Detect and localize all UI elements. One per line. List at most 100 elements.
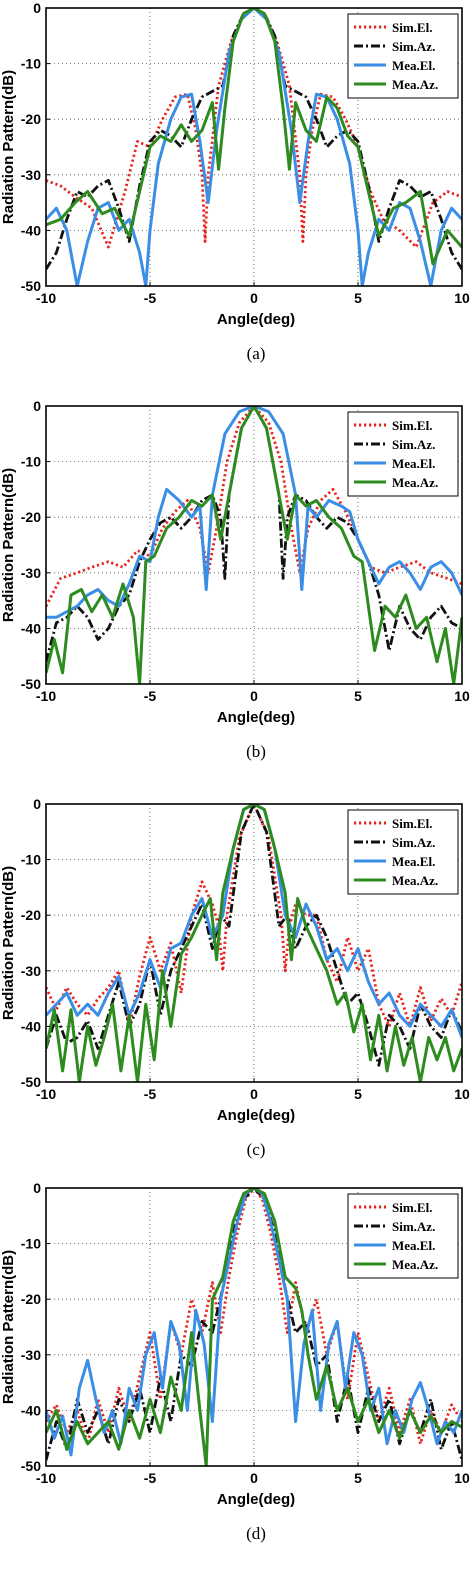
legend-label: Mea.El.: [392, 1238, 435, 1253]
x-tick-label: -5: [144, 1086, 157, 1102]
y-tick-label: -50: [21, 676, 41, 692]
y-tick-label: -40: [21, 1018, 41, 1034]
legend-label: Sim.El.: [392, 418, 432, 433]
legend-label: Mea.Az.: [392, 475, 438, 490]
x-tick-label: 0: [250, 290, 258, 306]
y-tick-label: -50: [21, 1074, 41, 1090]
series-line-mea-el: [46, 8, 462, 286]
legend-label: Mea.El.: [392, 456, 435, 471]
legend-label: Sim.Az.: [392, 835, 435, 850]
x-tick-label: 5: [354, 1086, 362, 1102]
y-tick-label: -30: [21, 963, 41, 979]
x-tick-label: 10: [454, 1470, 470, 1486]
x-axis-label: Angle(deg): [217, 311, 295, 328]
y-axis-label: Radiation Pattern(dB): [0, 866, 17, 1020]
series-line-mea-az: [46, 1188, 462, 1466]
legend-label: Sim.El.: [392, 816, 432, 831]
y-tick-label: -20: [21, 1291, 41, 1307]
legend-label: Sim.Az.: [392, 1219, 435, 1234]
y-tick-label: -50: [21, 1458, 41, 1474]
x-axis-label: Angle(deg): [217, 709, 295, 726]
y-tick-label: 0: [33, 398, 41, 414]
chart-svg: -10 -5 0 5 100-10-20-30-40-50Angle(deg)Radia…: [0, 398, 470, 761]
legend-label: Sim.Az.: [392, 437, 435, 452]
x-tick-label: 10: [454, 688, 470, 704]
x-tick-label: -5: [144, 688, 157, 704]
panel-caption: (b): [246, 742, 266, 761]
y-tick-label: -20: [21, 907, 41, 923]
y-tick-label: -30: [21, 565, 41, 581]
chart-panel-c: -10 -5 0 5 10 0 -10 -20 -30 -40 -50 Angle(deg) Radia…: [0, 796, 474, 1189]
legend: Sim.El. Sim.Az. Mea.El. Mea.Az.: [347, 809, 459, 895]
panel-caption: (d): [246, 1524, 266, 1543]
y-tick-label: -10: [21, 1236, 41, 1252]
legend-label: Sim.El.: [392, 20, 432, 35]
x-tick-label: -10: [36, 290, 56, 306]
series-line-mea-az: [46, 8, 462, 266]
grid: [46, 1188, 462, 1466]
y-tick-label: -50: [21, 278, 41, 294]
legend-label: Sim.Az.: [392, 39, 435, 54]
x-tick-label: 0: [250, 1470, 258, 1486]
x-tick-label: -10: [36, 1086, 56, 1102]
chart-svg: -10 -5 0 5 100-10-20-30-40-50Angle(deg)Radia…: [0, 0, 470, 363]
legend-label: Mea.Az.: [392, 1257, 438, 1272]
y-axis-label: Radiation Pattern(dB): [0, 468, 17, 622]
x-tick-label: -10: [36, 1470, 56, 1486]
legend: Sim.El. Sim.Az. Mea.El. Mea.Az.: [347, 411, 459, 497]
series-line-sim-az: [46, 804, 462, 1067]
x-tick-label: 5: [354, 688, 362, 704]
y-tick-label: -40: [21, 1402, 41, 1418]
x-tick-label: 0: [250, 688, 258, 704]
y-tick-label: -10: [21, 454, 41, 470]
y-tick-label: -40: [21, 620, 41, 636]
legend-label: Mea.Az.: [392, 77, 438, 92]
chart-svg: -10 -5 0 5 100-10-20-30-40-50Angle(deg)Radia…: [0, 796, 470, 1159]
y-tick-label: 0: [33, 0, 41, 16]
panel-caption: (c): [247, 1140, 266, 1159]
y-tick-label: 0: [33, 1180, 41, 1196]
chart-panel-a: -10 -5 0 5 10 0 -10 -20 -30 -40 -50 Angle(deg) Radia…: [0, 0, 474, 393]
x-tick-label: 10: [454, 290, 470, 306]
y-tick-label: -20: [21, 509, 41, 525]
y-tick-label: -30: [21, 1347, 41, 1363]
series-group: [46, 1188, 462, 1466]
legend-label: Mea.El.: [392, 854, 435, 869]
x-tick-label: 5: [354, 290, 362, 306]
y-axis-label: Radiation Pattern(dB): [0, 1250, 17, 1404]
y-tick-label: -10: [21, 852, 41, 868]
x-axis-label: Angle(deg): [217, 1107, 295, 1124]
legend-label: Sim.El.: [392, 1200, 432, 1215]
grid: [46, 406, 462, 684]
x-tick-label: -5: [144, 290, 157, 306]
legend: Sim.El. Sim.Az. Mea.El. Mea.Az.: [347, 13, 459, 99]
legend-label: Mea.Az.: [392, 873, 438, 888]
y-tick-label: 0: [33, 796, 41, 812]
series-group: [46, 8, 462, 286]
series-line-sim-az: [46, 8, 462, 271]
legend: Sim.El. Sim.Az. Mea.El. Mea.Az.: [347, 1193, 459, 1279]
series-line-mea-el: [46, 804, 462, 1039]
y-tick-label: -40: [21, 222, 41, 238]
chart-svg: -10 -5 0 5 100-10-20-30-40-50Angle(deg)Radia…: [0, 1180, 470, 1543]
grid: [46, 8, 462, 286]
x-tick-label: 0: [250, 1086, 258, 1102]
x-tick-label: 10: [454, 1086, 470, 1102]
y-tick-label: -10: [21, 56, 41, 72]
y-tick-label: -30: [21, 167, 41, 183]
legend-label: Mea.El.: [392, 58, 435, 73]
series-group: [46, 406, 462, 684]
series-line-sim-az: [46, 1188, 462, 1461]
series-line-mea-az: [46, 406, 462, 684]
x-tick-label: -10: [36, 688, 56, 704]
series-line-sim-el: [46, 1188, 462, 1446]
x-axis-label: Angle(deg): [217, 1491, 295, 1508]
x-tick-label: 5: [354, 1470, 362, 1486]
series-group: [46, 804, 462, 1082]
chart-panel-d: -10 -5 0 5 10 0 -10 -20 -30 -40 -50 Angle(deg) Radia…: [0, 1180, 474, 1573]
panel-caption: (a): [247, 344, 266, 363]
y-axis-label: Radiation Pattern(dB): [0, 70, 17, 224]
chart-panel-b: -10 -5 0 5 10 0 -10 -20 -30 -40 -50 Angle(deg) Radia…: [0, 398, 474, 791]
x-tick-label: -5: [144, 1470, 157, 1486]
grid: [46, 804, 462, 1082]
